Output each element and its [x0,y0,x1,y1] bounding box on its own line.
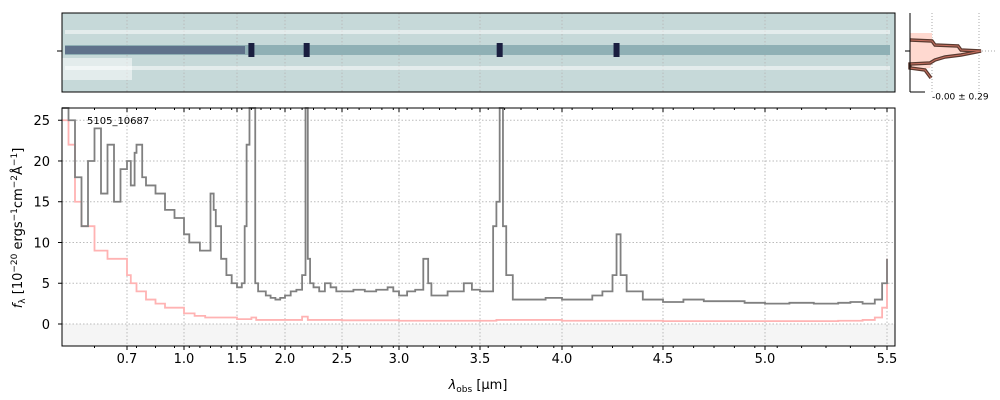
inset-label: -0.00 ± 0.29 [932,93,989,103]
x-tick-label: 4.0 [552,352,573,367]
x-tick-label: 1.0 [174,352,195,367]
profile-inset: -0.00 ± 0.29 [905,13,995,103]
spectrum-2d-panel [57,12,896,93]
y-axis-label: fλ [10−20 ergs−1cm−2Å−1] [10,148,28,309]
x-tick-label: 3.0 [389,352,410,367]
y-tick-label: 25 [33,114,50,129]
emission-line-spot [248,43,255,57]
y-tick-label: 0 [42,318,50,333]
main-plot: 0.7 1.0 1.5 2.0 2.5 3.0 3.5 4.0 4.5 5.0 5.5 0 5 10 15 2… [10,107,898,395]
x-tick-label: 3.5 [470,352,491,367]
x-tick-label: 1.5 [227,352,248,367]
y-tick-label: 20 [33,155,50,170]
x-tick-label: 5.0 [755,352,776,367]
flux-series [62,107,888,305]
x-tick-label: 2.0 [275,352,296,367]
x-tick-label: 5.5 [877,352,898,367]
x-tick-label: 4.5 [653,352,674,367]
trace-blue-end [65,46,245,54]
trace-band [65,45,890,55]
emission-line-spot [496,43,503,57]
emission-line-spot [303,43,310,57]
error-series [62,119,888,323]
y-tick-label: 5 [42,277,50,292]
x-tick-label: 0.7 [117,352,138,367]
x-axis-label: λobs [μm] [448,378,508,395]
trace-upper-edge [65,30,890,34]
y-tick-label: 15 [33,196,50,211]
y-tick-label: 10 [33,236,50,251]
trace-noise [62,58,132,80]
trace-lower-edge [65,66,890,70]
object-label: 5105_10687 [87,116,149,127]
emission-line-spot [613,43,620,57]
x-tick-label: 2.5 [332,352,353,367]
